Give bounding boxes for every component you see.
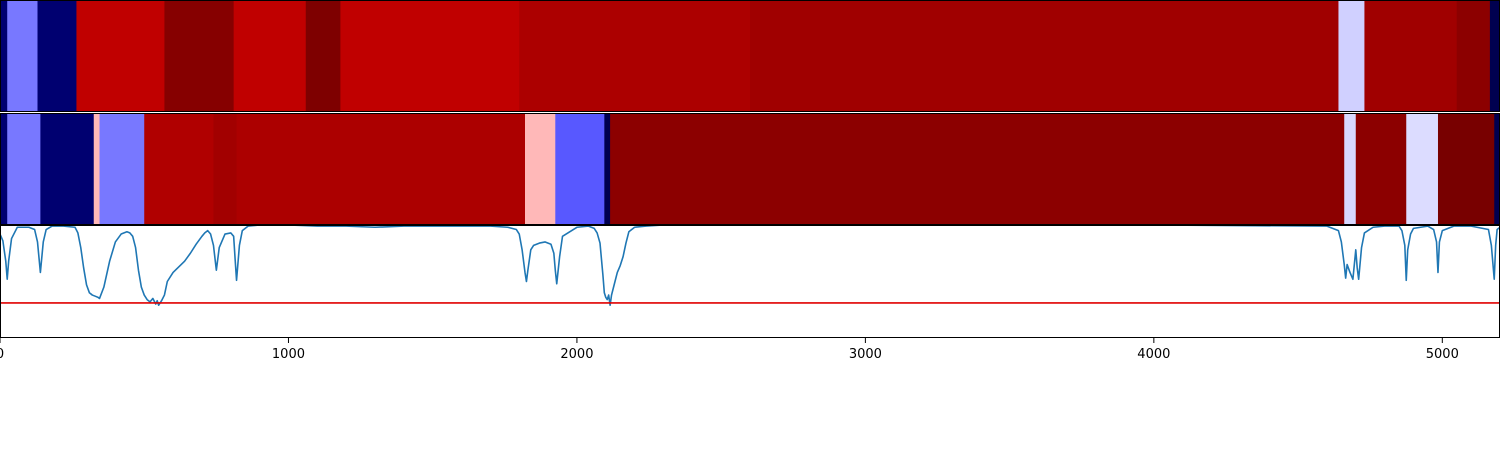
- x-tick-label: 5000: [1426, 347, 1459, 362]
- x-tick-label: 0: [0, 347, 4, 362]
- x-tick-label: 2000: [560, 347, 593, 362]
- heatmap-segment: [525, 113, 556, 225]
- heatmap-segment: [1456, 0, 1491, 112]
- heatmap-segment: [519, 0, 751, 112]
- heatmap-segment: [164, 0, 235, 112]
- heatmap-segment: [1338, 0, 1366, 112]
- line-series-group: [0, 224, 1500, 307]
- heatmap-track-top: [0, 0, 1500, 112]
- heatmap-segment: [99, 113, 145, 225]
- heatmap-segment: [7, 113, 41, 225]
- heatmap-segment: [93, 113, 101, 225]
- heatmap-segment: [1344, 113, 1357, 225]
- heatmap-segment: [213, 113, 238, 225]
- heatmap-segment: [340, 0, 520, 112]
- heatmap-segment: [610, 113, 1345, 225]
- line-panel-background: [0, 225, 1500, 338]
- heatmap-segment: [144, 113, 215, 225]
- x-tick-label: 4000: [1137, 347, 1170, 362]
- heatmap-segment: [1355, 113, 1407, 225]
- series-line: [0, 224, 1500, 307]
- heatmap-segment: [604, 113, 611, 225]
- heatmap-segment: [7, 0, 39, 112]
- x-tick-label: 3000: [849, 347, 882, 362]
- heatmap-track-middle: [0, 113, 1500, 225]
- heatmap-segment: [76, 0, 166, 112]
- heatmap-segment: [750, 0, 1340, 112]
- x-axis: 0 1000 2000 3000 4000 5000: [0, 338, 1459, 362]
- heatmap-segment: [305, 0, 341, 112]
- heatmap-segment: [37, 0, 78, 112]
- heatmap-segment: [1489, 0, 1500, 112]
- heatmap-segment: [236, 113, 526, 225]
- line-panel: [0, 224, 1500, 338]
- x-tick-label: 1000: [272, 347, 305, 362]
- heatmap-segment: [40, 113, 95, 225]
- heatmap-segment: [1406, 113, 1439, 225]
- heatmap-segment: [1437, 113, 1495, 225]
- heatmap-segment: [1364, 0, 1458, 112]
- heatmap-segment: [0, 0, 8, 112]
- heatmap-segment: [0, 113, 8, 225]
- heatmap-segment: [1494, 113, 1500, 225]
- heatmap-segment: [555, 113, 605, 225]
- heatmap-segment: [233, 0, 307, 112]
